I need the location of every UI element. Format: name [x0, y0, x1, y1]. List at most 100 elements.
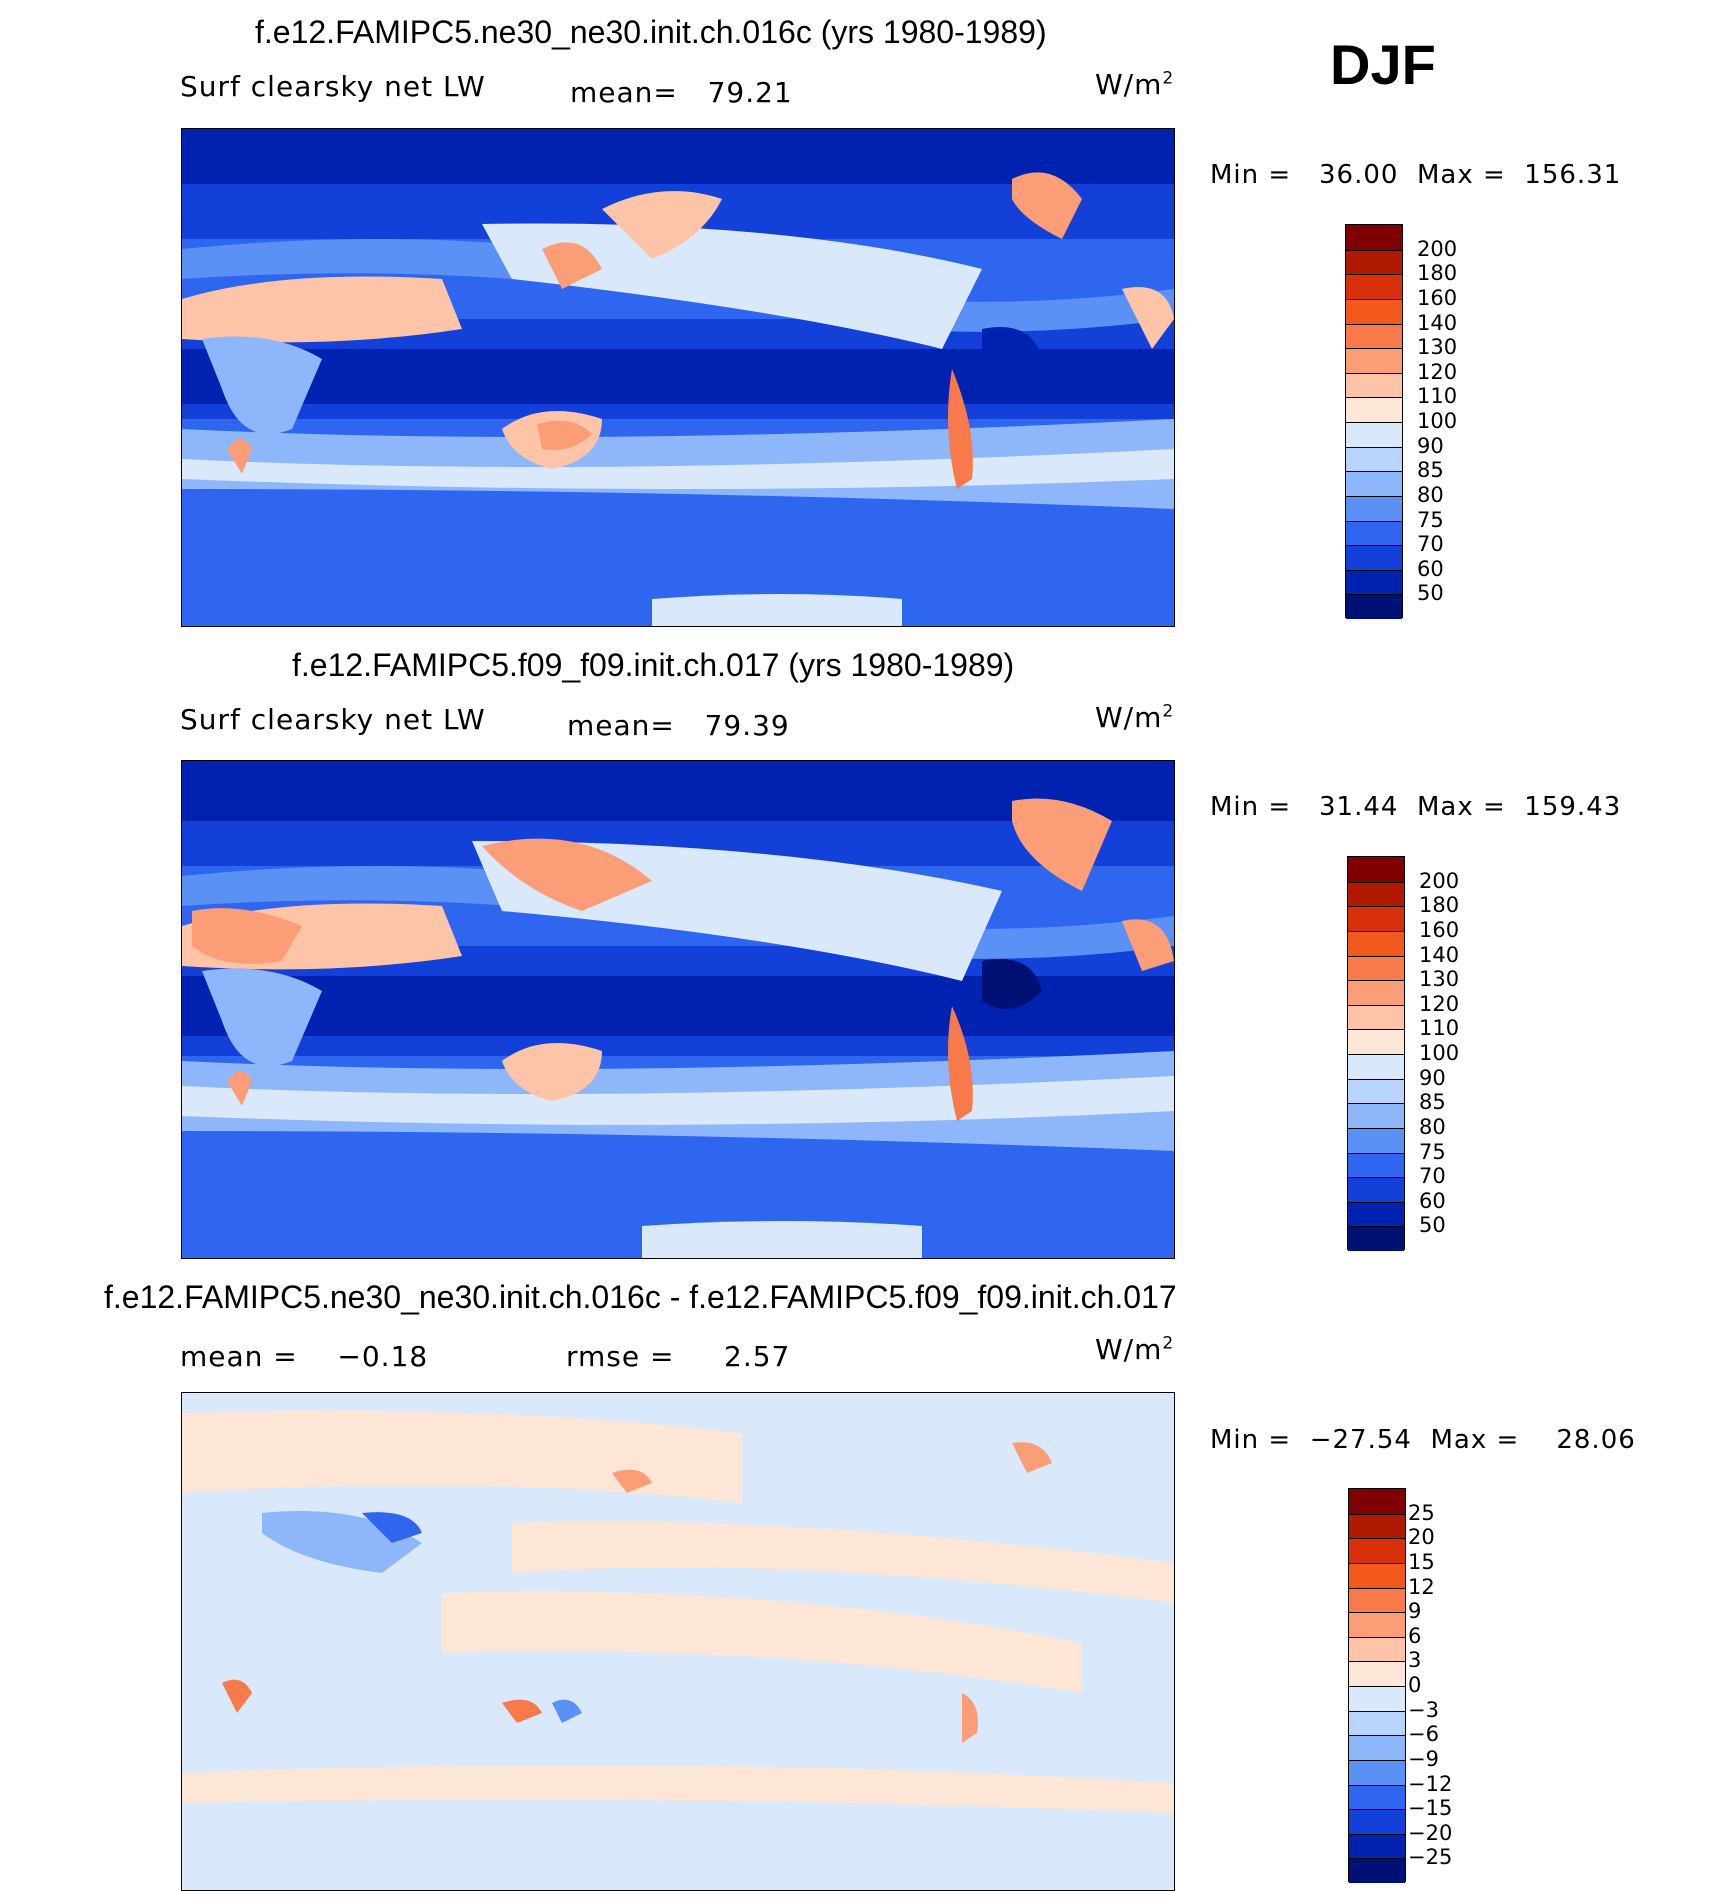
colorbar-swatch [1349, 1710, 1405, 1736]
colorbar-tick-label: 80 [1417, 482, 1444, 507]
panel-2-max-label: Max = [1416, 792, 1506, 822]
colorbar-swatch [1349, 1809, 1405, 1834]
panel-3-range: Min = −27.54 Max = 28.06 [1210, 1425, 1636, 1455]
colorbar-swatch [1349, 1538, 1405, 1563]
panel-2-min-label: Min = [1210, 792, 1292, 822]
colorbar-swatch [1348, 1078, 1404, 1104]
colorbar-swatch [1346, 372, 1402, 398]
colorbar-swatch [1348, 881, 1404, 907]
panel-2-mean-label: mean= [567, 709, 675, 742]
colorbar-swatch [1348, 1103, 1404, 1128]
colorbar-tick-label: 85 [1417, 458, 1444, 483]
season-label: DJF [1330, 33, 1436, 96]
colorbar-swatch [1348, 1004, 1404, 1030]
colorbar-swatch [1349, 1784, 1405, 1810]
colorbar-swatch [1348, 1054, 1404, 1079]
colorbar-tick-label: 12 [1408, 1574, 1435, 1599]
panel-1-max-label: Max = [1416, 160, 1506, 190]
colorbar-tick-label: 75 [1417, 507, 1444, 532]
panel-2-field [182, 761, 1174, 1258]
panel-1-min-value: 36.00 [1318, 160, 1399, 190]
panel-3-map [181, 1392, 1175, 1891]
colorbar-tick-label: 130 [1419, 967, 1460, 992]
panel-3-rmse-label: rmse = [566, 1340, 675, 1373]
panel-2-variable: Surf clearsky net LW [180, 703, 486, 736]
colorbar-tick-label: 200 [1419, 868, 1460, 893]
colorbar-tick-label: 120 [1419, 991, 1460, 1016]
colorbar-swatch [1348, 1226, 1404, 1251]
colorbar-tick-label: 15 [1408, 1549, 1435, 1574]
colorbar-tick-label: 6 [1408, 1623, 1422, 1648]
panel-3-colorbar [1348, 1488, 1406, 1883]
colorbar-swatch [1346, 471, 1402, 496]
colorbar-swatch [1346, 397, 1402, 422]
colorbar-tick-label: 90 [1417, 433, 1444, 458]
colorbar-tick-label: 180 [1419, 893, 1460, 918]
colorbar-swatch [1346, 594, 1402, 619]
colorbar-tick-label: 90 [1419, 1065, 1446, 1090]
colorbar-swatch [1346, 422, 1402, 447]
panel-3-rmse-value: 2.57 [724, 1340, 791, 1373]
panel-1-max-value: 156.31 [1524, 160, 1622, 190]
units-exp: 2 [1162, 68, 1175, 89]
panel-1-range: Min = 36.00 Max = 156.31 [1210, 160, 1621, 190]
panel-1-units: W/m2 [1095, 68, 1174, 101]
colorbar-tick-label: 9 [1408, 1599, 1422, 1624]
colorbar-swatch [1348, 930, 1404, 956]
colorbar-tick-label: 75 [1419, 1139, 1446, 1164]
panel-1-mean-label: mean= [570, 76, 678, 109]
colorbar-tick-label: 160 [1419, 917, 1460, 942]
units-base: W/m [1095, 1333, 1163, 1366]
panel-3-mean: mean = −0.18 [180, 1340, 428, 1373]
colorbar-swatch [1348, 1177, 1404, 1202]
colorbar-tick-label: 110 [1419, 1016, 1460, 1041]
colorbar-swatch [1349, 1636, 1405, 1662]
colorbar-tick-label: 85 [1419, 1090, 1446, 1115]
colorbar-tick-label: 100 [1417, 409, 1458, 433]
colorbar-tick-label: 130 [1417, 335, 1458, 360]
panel-1-mean: mean= 79.21 [570, 76, 793, 109]
panel-3-mean-value: −0.18 [337, 1340, 429, 1373]
colorbar-swatch [1346, 348, 1402, 373]
colorbar-swatch [1349, 1489, 1405, 1514]
colorbar-swatch [1346, 446, 1402, 472]
colorbar-tick-label: 160 [1417, 285, 1458, 310]
colorbar-swatch [1349, 1833, 1405, 1859]
colorbar-tick-label: 60 [1419, 1188, 1446, 1213]
colorbar-tick-label: 0 [1408, 1673, 1422, 1697]
colorbar-swatch [1349, 1562, 1405, 1588]
colorbar-swatch [1346, 298, 1402, 324]
colorbar-tick-label: −9 [1408, 1746, 1439, 1771]
colorbar-tick-label: 180 [1417, 261, 1458, 286]
panel-3-units: W/m2 [1095, 1333, 1174, 1366]
colorbar-swatch [1346, 545, 1402, 570]
units-base: W/m [1095, 68, 1163, 101]
panel-3-mean-label: mean = [180, 1340, 298, 1373]
colorbar-tick-label: 200 [1417, 236, 1458, 261]
colorbar-swatch [1349, 1612, 1405, 1637]
colorbar-tick-label: 50 [1417, 581, 1444, 606]
colorbar-tick-label: 60 [1417, 556, 1444, 581]
colorbar-swatch [1349, 1661, 1405, 1686]
panel-3-field [182, 1393, 1174, 1890]
colorbar-swatch [1346, 274, 1402, 299]
panel-3-title: f.e12.FAMIPC5.ne30_ne30.init.ch.016c - f… [104, 1279, 1177, 1315]
colorbar-swatch [1348, 906, 1404, 931]
colorbar-tick-label: 80 [1419, 1114, 1446, 1139]
panel-3-min-label: Min = [1210, 1425, 1292, 1455]
colorbar-swatch [1346, 225, 1402, 250]
panel-3-max-value: 28.06 [1556, 1425, 1636, 1455]
colorbar-swatch [1348, 857, 1404, 882]
colorbar-swatch [1349, 1686, 1405, 1711]
colorbar-swatch [1346, 495, 1402, 521]
panel-3-min-value: −27.54 [1309, 1425, 1412, 1455]
colorbar-tick-label: −3 [1408, 1697, 1439, 1722]
colorbar-tick-label: 110 [1417, 384, 1458, 409]
units-exp: 2 [1162, 1333, 1175, 1354]
panel-2-max-value: 159.43 [1524, 792, 1622, 822]
colorbar-tick-label: 3 [1408, 1648, 1422, 1673]
panel-2-mean: mean= 79.39 [567, 709, 790, 742]
colorbar-swatch [1349, 1759, 1405, 1785]
colorbar-tick-label: 100 [1419, 1041, 1460, 1065]
panel-2-colorbar [1347, 856, 1405, 1251]
